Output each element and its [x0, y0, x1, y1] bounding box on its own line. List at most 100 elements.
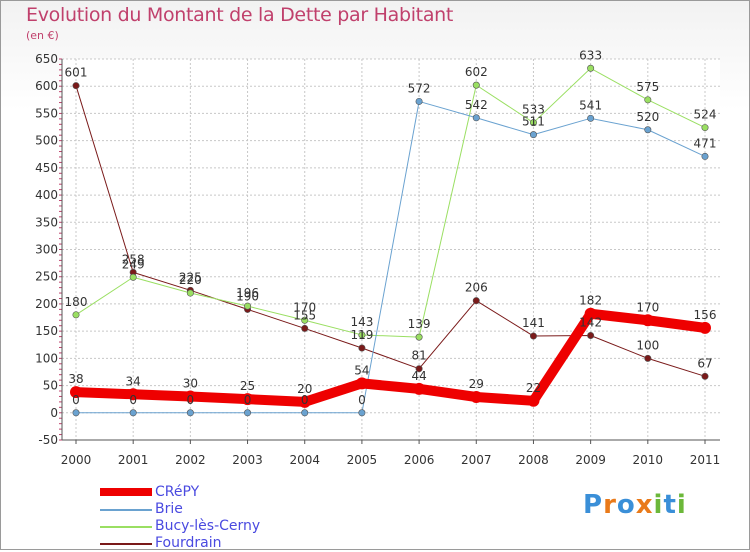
- data-label-crepy: 170: [636, 300, 659, 314]
- y-tick-label: 50: [43, 379, 58, 393]
- series-line-bucy-les-cerny: [75, 67, 706, 338]
- data-label-fourdrain: 601: [65, 66, 88, 80]
- y-tick-label: 0: [50, 406, 58, 420]
- x-tick-label: 2003: [232, 453, 263, 467]
- data-point-fourdrain: [701, 372, 709, 380]
- data-labels: 601 258 225 190 155 119 81 206 141 142 100 67 180 249…: [65, 48, 717, 407]
- data-label-crepy: 54: [354, 363, 369, 377]
- data-label-fourdrain: 190: [236, 289, 259, 303]
- data-label-bucy-les-cerny: 602: [465, 65, 488, 79]
- data-point-crepy: [355, 377, 368, 390]
- data-label-crepy: 25: [240, 379, 255, 393]
- data-point-brie: [644, 126, 652, 134]
- data-label-bucy-les-cerny: 220: [179, 273, 202, 287]
- data-point-bucy-les-cerny: [301, 316, 309, 324]
- data-point-crepy: [584, 307, 597, 320]
- series-group: [70, 64, 711, 417]
- data-point-crepy: [470, 391, 483, 404]
- data-point-bucy-les-cerny: [701, 124, 709, 132]
- data-label-bucy-les-cerny: 196: [236, 286, 259, 300]
- y-tick-label: 450: [35, 161, 58, 175]
- data-point-brie: [72, 409, 80, 417]
- data-label-bucy-les-cerny: 575: [636, 80, 659, 94]
- data-label-crepy: 38: [68, 372, 83, 386]
- data-point-bucy-les-cerny: [72, 311, 80, 319]
- legend-item-brie: Brie: [100, 501, 360, 518]
- series-line-brie: [75, 100, 706, 414]
- x-tick-label: 2009: [575, 453, 606, 467]
- series-line-fourdrain: [75, 85, 706, 377]
- data-label-bucy-les-cerny: 249: [122, 257, 145, 271]
- y-tick-label: 250: [35, 270, 58, 284]
- legend-item-crepy: CRéPY: [100, 484, 360, 501]
- data-label-fourdrain: 100: [636, 338, 659, 352]
- y-tick-label: 400: [35, 188, 58, 202]
- logo-letter: r: [603, 490, 617, 520]
- data-label-fourdrain: 67: [697, 356, 712, 370]
- y-tick-label: 150: [35, 324, 58, 338]
- data-label-brie: 511: [522, 115, 545, 129]
- data-label-bucy-les-cerny: 143: [350, 315, 373, 329]
- data-label-fourdrain: 258: [122, 252, 145, 266]
- legend-label-crepy: CRéPY: [155, 484, 200, 500]
- data-point-crepy: [184, 390, 197, 403]
- data-label-brie: 520: [636, 110, 659, 124]
- data-point-brie: [129, 409, 137, 417]
- x-tick-label: 2008: [518, 453, 549, 467]
- data-point-brie: [415, 97, 423, 105]
- y-tick-label: 200: [35, 297, 58, 311]
- data-point-fourdrain: [415, 365, 423, 373]
- series-line-crepy: [71, 308, 710, 407]
- data-label-bucy-les-cerny: 170: [293, 300, 316, 314]
- data-label-brie: 0: [301, 393, 309, 407]
- data-label-crepy: 22: [526, 381, 541, 395]
- data-point-fourdrain: [644, 354, 652, 362]
- data-point-fourdrain: [587, 331, 595, 339]
- x-tick-label: 2004: [289, 453, 320, 467]
- data-point-bucy-les-cerny: [472, 81, 480, 89]
- data-point-crepy: [127, 388, 140, 401]
- legend-swatch-brie: [100, 509, 152, 511]
- y-tick-label: -50: [38, 433, 58, 447]
- data-point-crepy: [241, 393, 254, 406]
- data-label-brie: 0: [244, 393, 252, 407]
- data-point-crepy: [527, 394, 540, 407]
- data-label-brie: 471: [694, 136, 717, 150]
- data-label-fourdrain: 141: [522, 316, 545, 330]
- data-label-fourdrain: 119: [350, 328, 373, 342]
- y-tick-label: 100: [35, 351, 58, 365]
- data-label-bucy-les-cerny: 533: [522, 103, 545, 117]
- data-point-crepy: [699, 321, 711, 334]
- data-label-brie: 0: [129, 393, 137, 407]
- data-point-fourdrain: [301, 324, 309, 332]
- y-tick-label: 500: [35, 134, 58, 148]
- y-tick-label: 550: [35, 106, 58, 120]
- data-label-bucy-les-cerny: 524: [694, 108, 717, 122]
- legend-label-fourdrain: Fourdrain: [155, 535, 222, 551]
- y-tick-label: 600: [35, 79, 58, 93]
- data-point-fourdrain: [529, 332, 537, 340]
- chart-title: Evolution du Montant de la Dette par Hab…: [26, 4, 454, 26]
- x-tick-label: 2001: [118, 453, 149, 467]
- data-label-brie: 0: [358, 393, 366, 407]
- data-point-crepy: [413, 382, 426, 395]
- data-label-crepy: 156: [694, 308, 717, 322]
- data-point-fourdrain: [72, 82, 80, 90]
- data-label-fourdrain: 225: [179, 270, 202, 284]
- proxiti-logo: Proxiti: [583, 490, 687, 520]
- data-label-crepy: 182: [579, 294, 602, 308]
- data-label-fourdrain: 206: [465, 281, 488, 295]
- data-point-bucy-les-cerny: [244, 302, 252, 310]
- data-label-crepy: 34: [126, 374, 141, 388]
- data-point-brie: [244, 409, 252, 417]
- data-label-brie: 541: [579, 98, 602, 112]
- logo-letter: i: [676, 490, 687, 520]
- data-point-brie: [358, 409, 366, 417]
- data-label-crepy: 29: [469, 377, 484, 391]
- logo-letter: P: [583, 490, 604, 520]
- data-point-bucy-les-cerny: [358, 331, 366, 339]
- legend-item-bucy: Bucy-lès-Cerny: [100, 518, 360, 535]
- x-tick-label: 2010: [633, 453, 664, 467]
- data-point-crepy: [70, 386, 82, 399]
- x-tick-label: 2000: [61, 453, 92, 467]
